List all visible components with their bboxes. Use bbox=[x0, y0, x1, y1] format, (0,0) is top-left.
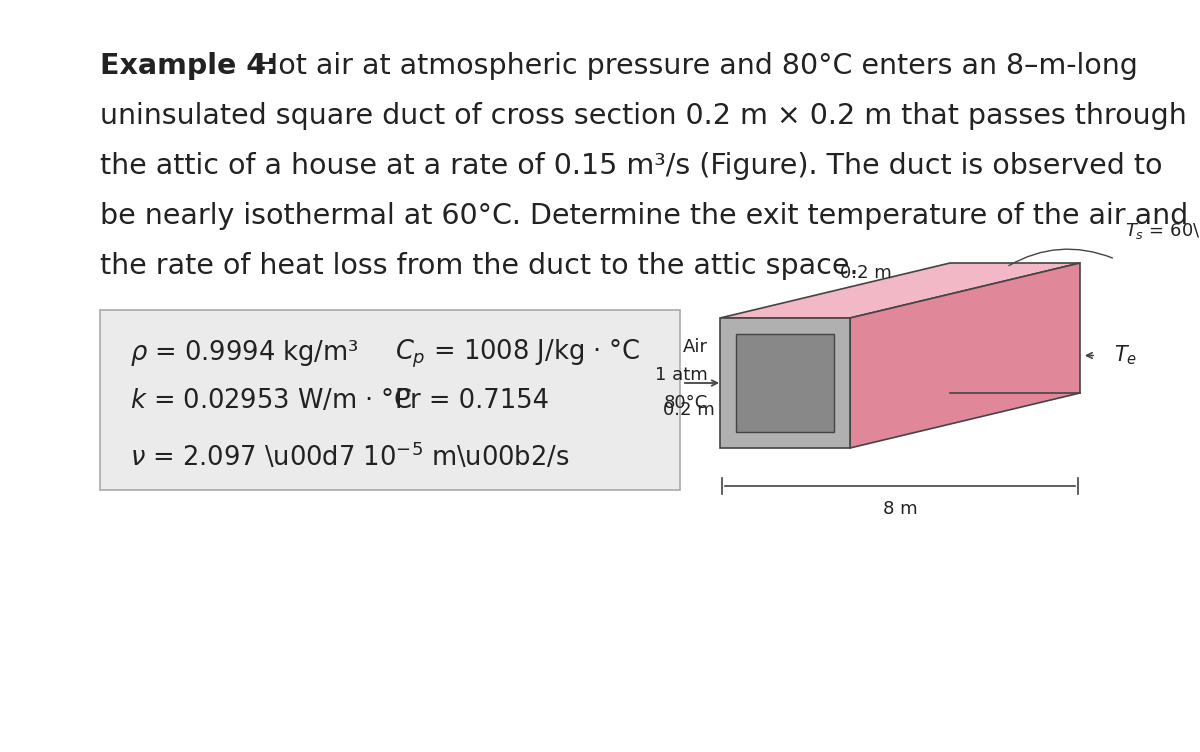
Polygon shape bbox=[720, 318, 850, 448]
Polygon shape bbox=[720, 263, 1080, 318]
Text: 0.2 m: 0.2 m bbox=[664, 401, 715, 419]
Text: $T_e$: $T_e$ bbox=[1114, 344, 1138, 367]
Text: 80°C: 80°C bbox=[664, 393, 708, 411]
Text: Pr = 0.7154: Pr = 0.7154 bbox=[395, 388, 550, 414]
Text: $\nu$ = 2.097 \u00d7 10$^{-5}$ m\u00b2/s: $\nu$ = 2.097 \u00d7 10$^{-5}$ m\u00b2/s bbox=[130, 442, 569, 472]
Text: the attic of a house at a rate of 0.15 m³/s (Figure). The duct is observed to: the attic of a house at a rate of 0.15 m… bbox=[100, 152, 1163, 180]
Text: $C_p$ = 1008 J/kg · °C: $C_p$ = 1008 J/kg · °C bbox=[395, 338, 641, 370]
Text: Air: Air bbox=[683, 338, 708, 356]
Text: Example 4:: Example 4: bbox=[100, 52, 277, 80]
Polygon shape bbox=[736, 334, 834, 432]
Text: be nearly isothermal at 60°C. Determine the exit temperature of the air and: be nearly isothermal at 60°C. Determine … bbox=[100, 202, 1188, 230]
Text: the rate of heat loss from the duct to the attic space.: the rate of heat loss from the duct to t… bbox=[100, 252, 859, 280]
Text: $T_s$ = 60\u00b0C: $T_s$ = 60\u00b0C bbox=[1126, 220, 1200, 241]
Text: $\rho$ = 0.9994 kg/m³: $\rho$ = 0.9994 kg/m³ bbox=[130, 338, 359, 368]
Text: uninsulated square duct of cross section 0.2 m × 0.2 m that passes through: uninsulated square duct of cross section… bbox=[100, 102, 1187, 130]
Text: $k$ = 0.02953 W/m · °C: $k$ = 0.02953 W/m · °C bbox=[130, 388, 413, 414]
FancyBboxPatch shape bbox=[100, 310, 680, 490]
Text: 0.2 m: 0.2 m bbox=[840, 265, 892, 283]
Text: Hot air at atmospheric pressure and 80°C enters an 8–m-long: Hot air at atmospheric pressure and 80°C… bbox=[248, 52, 1138, 80]
Polygon shape bbox=[850, 263, 1080, 448]
Text: 1 atm: 1 atm bbox=[655, 365, 708, 384]
Text: 8 m: 8 m bbox=[883, 500, 917, 518]
